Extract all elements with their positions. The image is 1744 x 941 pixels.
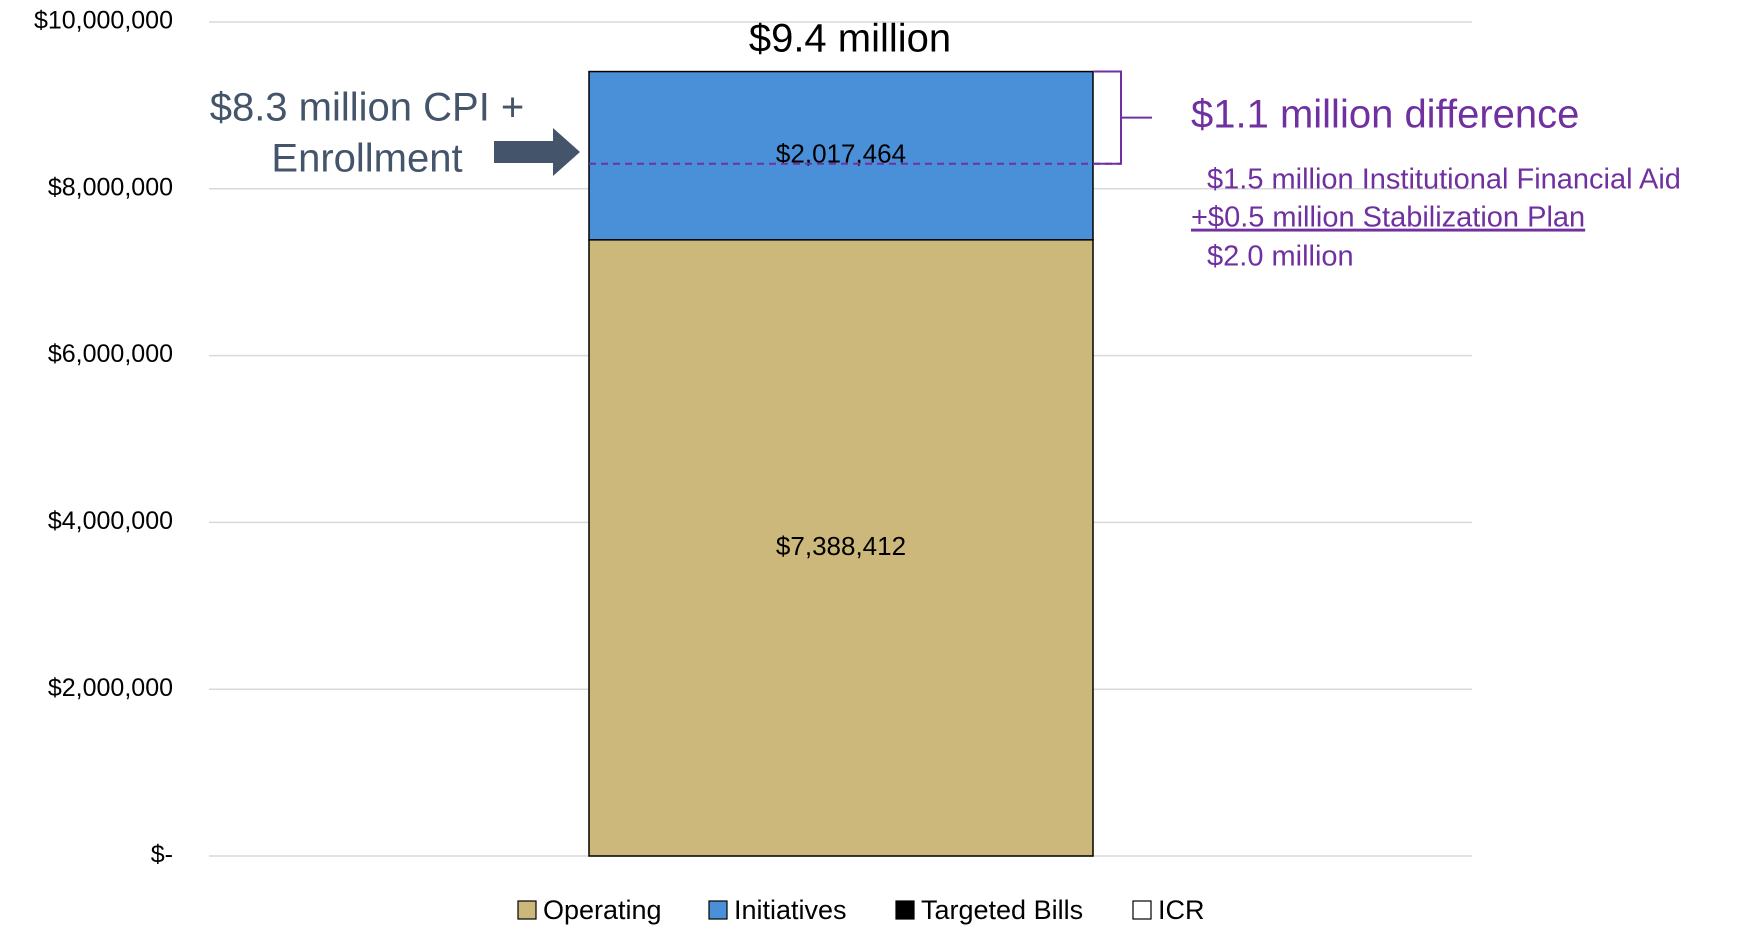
legend-swatch [708, 900, 728, 920]
legend-swatch [517, 900, 537, 920]
legend-label: ICR [1158, 895, 1205, 925]
legend-label: Targeted Bills [921, 895, 1083, 925]
y-tick-label: $10,000,000 [34, 7, 173, 35]
difference-detail: $1.5 million Institutional Financial Aid [1207, 164, 1681, 196]
difference-label: $1.1 million difference [1191, 93, 1579, 137]
difference-detail: +$0.5 million Stabilization Plan [1191, 202, 1585, 234]
baseline-label: $8.3 million CPI + [210, 86, 525, 130]
y-tick-label: $- [151, 841, 173, 869]
difference-detail: $2.0 million [1207, 241, 1354, 273]
arrow [494, 128, 580, 176]
legend-swatch [895, 900, 915, 920]
y-tick-label: $8,000,000 [48, 173, 173, 201]
bar-segment [588, 70, 1094, 241]
legend-swatch [1132, 900, 1152, 920]
legend-label: Operating [543, 895, 662, 925]
y-tick-label: $2,000,000 [48, 674, 173, 702]
legend-label: Initiatives [734, 895, 847, 925]
bracket [1093, 70, 1152, 165]
bar-segment [588, 239, 1094, 857]
baseline-label: Enrollment [271, 137, 462, 181]
y-tick-label: $6,000,000 [48, 340, 173, 368]
chart-title: $9.4 million [749, 17, 951, 61]
data-label: $7,388,412 [776, 531, 906, 561]
y-tick-label: $4,000,000 [48, 507, 173, 535]
